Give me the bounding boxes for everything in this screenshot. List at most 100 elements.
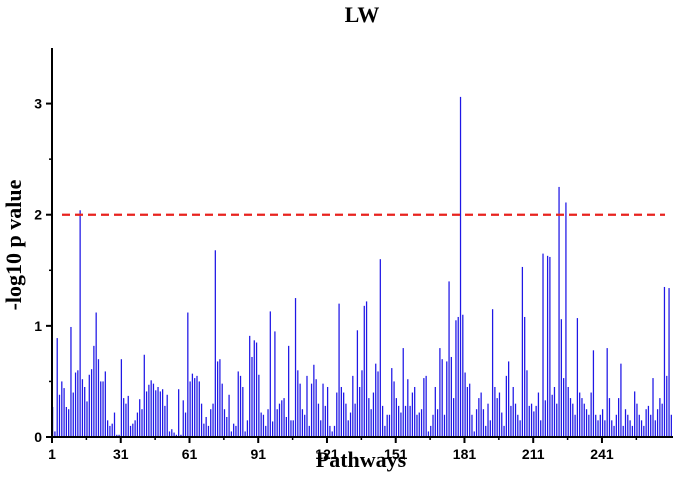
bar	[475, 409, 478, 437]
bar	[359, 386, 361, 437]
bar	[290, 420, 292, 437]
bar	[304, 414, 306, 437]
bar	[210, 409, 212, 437]
bar	[288, 345, 290, 437]
bar	[469, 383, 471, 437]
bar	[620, 363, 622, 437]
bar	[574, 414, 576, 437]
bar	[161, 389, 164, 437]
bar	[526, 370, 528, 437]
bar	[597, 420, 599, 437]
bar	[592, 350, 595, 437]
bar	[271, 421, 274, 437]
bar	[512, 386, 514, 437]
bar	[631, 425, 634, 437]
bar	[86, 401, 88, 437]
bar	[441, 359, 443, 437]
bar	[239, 375, 242, 437]
bar	[54, 431, 56, 437]
bar	[370, 409, 372, 437]
bar	[173, 432, 175, 437]
bar	[404, 405, 407, 437]
bar	[191, 373, 194, 437]
bar	[58, 394, 61, 437]
bar	[129, 425, 132, 437]
bar	[283, 398, 285, 437]
bar	[666, 375, 668, 437]
bar	[251, 356, 253, 437]
y-tick-label: 2	[34, 207, 42, 223]
bar	[521, 266, 524, 437]
bar	[113, 412, 116, 437]
bar	[175, 434, 177, 437]
bar	[567, 386, 569, 437]
bar	[530, 403, 533, 437]
bar	[336, 392, 338, 437]
bar	[207, 425, 210, 437]
bar	[317, 403, 320, 437]
bar	[375, 363, 377, 437]
bar	[388, 414, 391, 437]
bar	[143, 354, 145, 437]
x-tick-label: 1	[48, 446, 56, 462]
bar	[269, 311, 271, 437]
bar	[205, 416, 207, 437]
bar	[297, 370, 299, 437]
bar	[258, 374, 260, 437]
bar	[168, 431, 171, 437]
bar	[459, 96, 462, 438]
bar	[72, 392, 74, 437]
bar	[118, 434, 120, 437]
bar	[494, 386, 496, 437]
bar	[420, 409, 423, 437]
bar	[343, 392, 345, 437]
bar	[97, 359, 100, 437]
bar	[368, 398, 370, 437]
bar	[379, 259, 381, 437]
bar	[372, 392, 375, 437]
bar	[95, 312, 97, 437]
bar	[221, 383, 223, 437]
bar	[599, 414, 601, 437]
bar	[180, 434, 182, 437]
bar	[68, 409, 70, 437]
bar	[640, 420, 643, 437]
bar	[267, 409, 269, 437]
bar	[510, 405, 512, 437]
bar	[88, 374, 90, 437]
bar	[565, 202, 567, 437]
bar	[285, 416, 287, 437]
bar	[636, 403, 638, 437]
bar	[579, 392, 581, 437]
bar	[139, 399, 141, 437]
bar	[464, 372, 466, 437]
bar	[116, 434, 118, 437]
bar	[638, 414, 640, 437]
bar	[576, 318, 579, 437]
bar	[572, 403, 574, 437]
bar	[322, 383, 324, 437]
bar	[196, 375, 198, 437]
bar	[79, 210, 81, 437]
bar	[588, 414, 590, 437]
bar	[84, 386, 86, 437]
bar	[652, 378, 654, 437]
bar	[508, 361, 510, 437]
bar	[434, 386, 436, 437]
bar	[198, 381, 200, 437]
bar	[93, 345, 95, 437]
bar	[145, 391, 148, 437]
bar	[517, 414, 519, 437]
bar	[194, 378, 196, 437]
bar	[423, 378, 425, 437]
x-tick-label: 241	[590, 446, 614, 462]
y-tick-label: 1	[34, 318, 42, 334]
bar	[134, 420, 136, 437]
bar	[537, 392, 540, 437]
bar	[473, 431, 475, 437]
bar	[123, 398, 125, 437]
bar	[81, 379, 84, 437]
bar	[462, 314, 464, 437]
bar	[427, 431, 430, 437]
bar	[670, 414, 672, 437]
